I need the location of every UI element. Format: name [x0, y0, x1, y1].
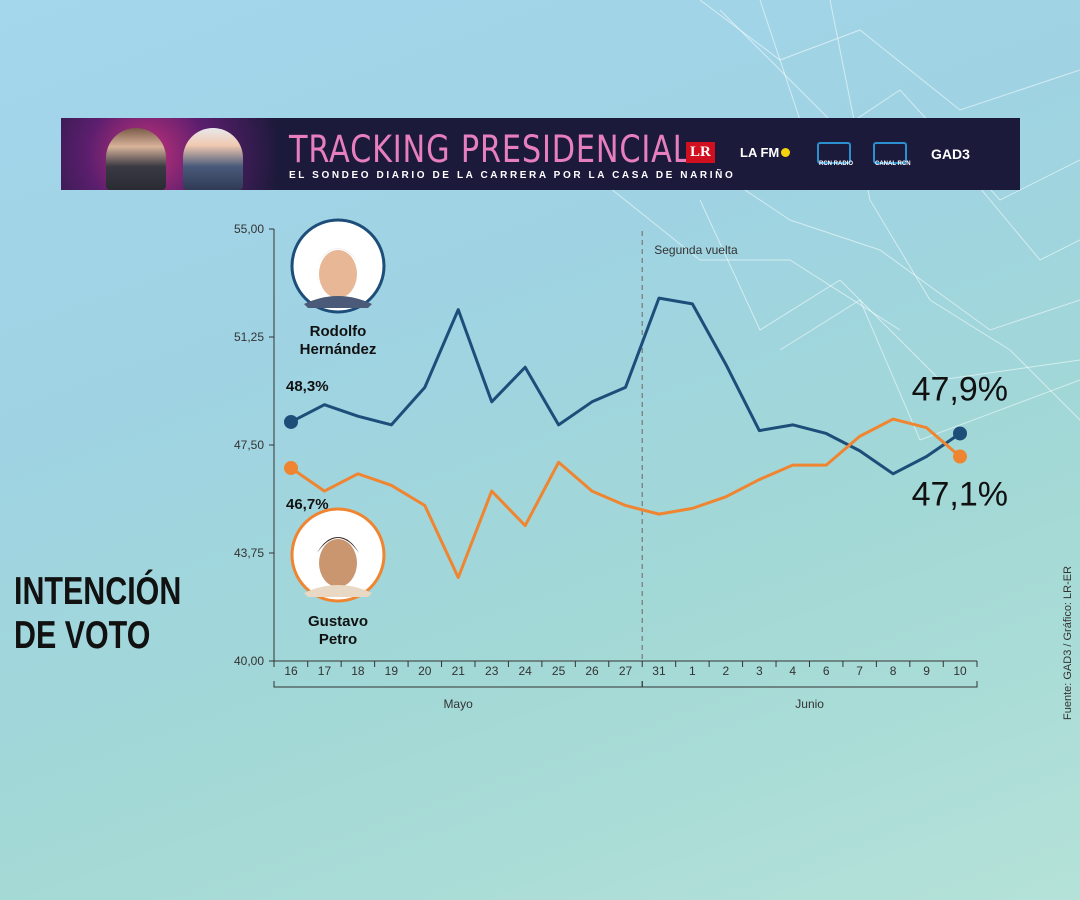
x-tick-label: 16: [284, 664, 298, 678]
x-tick-label: 1: [689, 664, 696, 678]
second-round-label: Segunda vuelta: [654, 243, 738, 257]
hernandez-portrait-face: [319, 250, 357, 298]
series-line-hernandez: [290, 296, 961, 476]
y-tick-label: 47,50: [234, 438, 264, 452]
y-tick-label: 51,25: [234, 330, 264, 344]
candidate-name-line1: Gustavo: [308, 613, 368, 630]
banner-subtitle: EL SONDEO DIARIO DE LA CARRERA POR LA CA…: [289, 170, 736, 181]
y-tick-label: 55,00: [234, 222, 264, 236]
x-tick-label: 20: [418, 664, 432, 678]
x-tick-label: 25: [552, 664, 566, 678]
headline-line1: INTENCIÓN: [14, 570, 182, 613]
x-tick-label: 21: [452, 664, 466, 678]
candidate-name-line2: Hernández: [300, 341, 377, 358]
start-value-label: 48,3%: [286, 378, 329, 395]
petro-portrait-face: [319, 539, 357, 587]
start-value-label: 46,7%: [286, 496, 329, 513]
series-point-petro: [284, 461, 298, 476]
y-tick-label: 40,00: [234, 654, 264, 668]
end-value-label: 47,1%: [912, 476, 1008, 514]
series-point-hernandez: [953, 426, 967, 441]
x-tick-label: 26: [585, 664, 599, 678]
series-point-petro: [953, 449, 967, 464]
x-tick-label: 6: [823, 664, 830, 678]
canal-rcn-logo: CANAL RCN: [873, 142, 911, 167]
x-tick-label: 4: [789, 664, 796, 678]
x-tick-label: 18: [351, 664, 365, 678]
banner-candidates-photo: [61, 118, 276, 190]
x-tick-label: 7: [856, 664, 863, 678]
x-tick-label: 31: [652, 664, 666, 678]
candidate-name-line2: Petro: [319, 631, 357, 648]
candidate-name-line1: Rodolfo: [310, 323, 367, 340]
month-bracket: [273, 681, 643, 688]
month-label: Junio: [795, 697, 824, 711]
x-tick-label: 19: [385, 664, 399, 678]
x-tick-label: 3: [756, 664, 763, 678]
x-tick-label: 24: [518, 664, 532, 678]
headline-line2: DE VOTO: [14, 614, 151, 657]
hernandez-portrait-shirt: [304, 296, 372, 308]
hernandez-portrait-hair: [317, 248, 359, 264]
series-line-petro: [290, 417, 961, 579]
banner-title: TRACKING PRESIDENCIAL: [289, 128, 691, 171]
x-tick-label: 10: [953, 664, 967, 678]
petro-photo: [106, 128, 166, 190]
x-tick-label: 17: [318, 664, 332, 678]
x-tick-label: 2: [723, 664, 730, 678]
gad3-logo: GAD3: [931, 146, 970, 162]
lafm-logo: LA FM: [740, 145, 791, 160]
month-bracket: [641, 681, 978, 688]
x-tick-label: 23: [485, 664, 499, 678]
banner: TRACKING PRESIDENCIAL EL SONDEO DIARIO D…: [61, 118, 1020, 190]
lr-logo: LR: [686, 142, 715, 163]
y-tick-label: 43,75: [234, 546, 264, 560]
headline: INTENCIÓN DE VOTO: [14, 570, 181, 658]
rcn-radio-logo: RCN RADIO: [817, 142, 853, 167]
x-tick-label: 8: [890, 664, 897, 678]
month-label: Mayo: [443, 697, 473, 711]
x-tick-label: 9: [923, 664, 930, 678]
x-tick-label: 27: [619, 664, 633, 678]
petro-portrait-hair: [317, 537, 359, 553]
series-point-hernandez: [284, 414, 298, 429]
petro-portrait-shirt: [304, 585, 372, 597]
source-note: Fuente: GAD3 / Gráfico: LR-ER: [1062, 565, 1074, 720]
end-value-label: 47,9%: [912, 370, 1008, 408]
hernandez-photo: [183, 128, 243, 190]
